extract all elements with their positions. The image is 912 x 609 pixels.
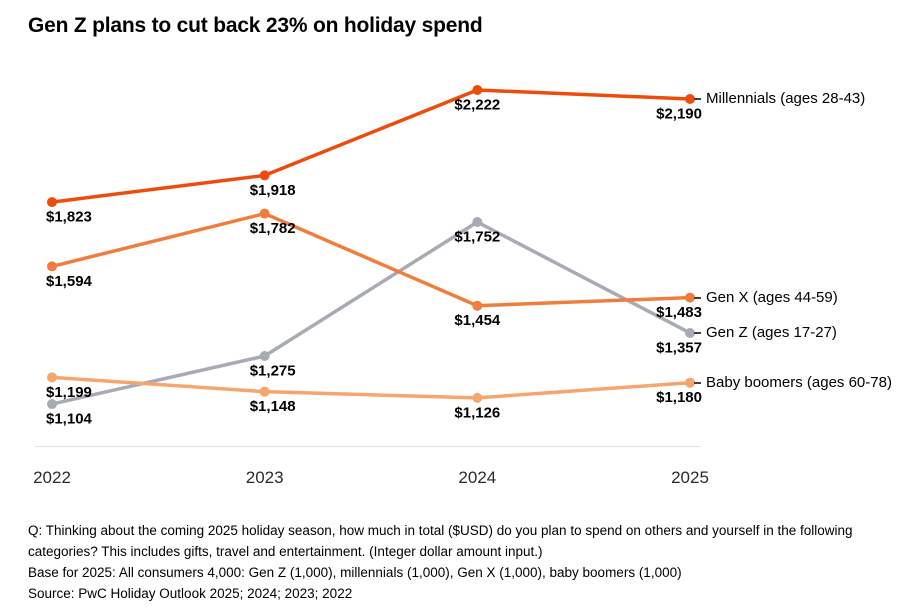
legend-label: Millennials (ages 28-43) (706, 90, 866, 108)
data-point (685, 377, 696, 388)
data-point-label: $2,190 (656, 105, 702, 122)
footnotes: Q: Thinking about the coming 2025 holida… (28, 520, 894, 604)
legend-tick-icon (694, 331, 701, 334)
x-axis-label: 2025 (671, 468, 709, 487)
legend-item-millennials: Millennials (ages 28-43) (694, 88, 865, 110)
data-point-label: $1,275 (250, 363, 296, 380)
data-point (685, 93, 696, 104)
data-point (259, 208, 270, 219)
data-point-label: $1,148 (250, 398, 296, 415)
data-point (472, 217, 483, 228)
data-point (47, 372, 57, 383)
data-point-label: $1,752 (454, 229, 500, 246)
data-point-label: $1,483 (656, 304, 702, 321)
data-point (259, 386, 270, 397)
x-axis-label: 2024 (458, 468, 497, 487)
footnote-base: Base for 2025: All consumers 4,000: Gen … (28, 565, 682, 580)
chart-data-labels: $1,104 $1,275 $1,752 $1,357 $1,199 $1,148 $1,1… (46, 97, 702, 428)
legend-label: Baby boomers (ages 60-78) (706, 374, 892, 392)
data-point-label: $1,357 (656, 339, 702, 356)
data-point (47, 261, 57, 272)
data-point-label: $2,222 (454, 97, 500, 114)
data-point-label: $1,454 (454, 312, 501, 329)
data-point (472, 85, 483, 95)
data-point-label: $1,918 (250, 182, 296, 199)
series-line (50, 211, 692, 308)
line-chart: $1,104 $1,275 $1,752 $1,357 $1,199 $1,148 $1,1… (35, 85, 702, 447)
data-point-label: $1,782 (250, 220, 296, 237)
data-point (47, 197, 57, 208)
data-point-label: $1,126 (454, 404, 500, 421)
data-point (685, 327, 696, 338)
legend-item-genz: Gen Z (ages 17-27) (694, 322, 837, 344)
data-point-label: $1,199 (46, 384, 92, 401)
footnote-source: Source: PwC Holiday Outlook 2025; 2024; … (28, 586, 353, 601)
data-point (259, 170, 270, 181)
x-axis: 2022 2023 2024 2025 (0, 468, 912, 490)
data-point (259, 351, 270, 362)
series-line (50, 220, 692, 406)
data-point (47, 399, 57, 410)
series-line (50, 88, 692, 204)
chart-series-layer (47, 85, 696, 410)
data-point-label: $1,823 (46, 209, 92, 226)
x-axis-label: 2022 (33, 468, 71, 487)
data-point-label: $1,594 (46, 273, 93, 290)
data-point (685, 292, 696, 303)
data-point (472, 300, 483, 311)
legend-item-genx: Gen X (ages 44-59) (694, 287, 838, 309)
legend-tick-icon (694, 296, 701, 299)
footnote-question: Q: Thinking about the coming 2025 holida… (28, 523, 853, 559)
series-line (50, 375, 692, 400)
data-point (472, 392, 483, 403)
chart-title: Gen Z plans to cut back 23% on holiday s… (28, 14, 483, 37)
legend-tick-icon (694, 97, 701, 100)
legend-label: Gen X (ages 44-59) (706, 289, 838, 307)
legend-label: Gen Z (ages 17-27) (706, 324, 837, 342)
data-point-label: $1,104 (46, 411, 93, 428)
data-point-label: $1,180 (656, 389, 702, 406)
legend-item-boomers: Baby boomers (ages 60-78) (694, 372, 892, 394)
legend-tick-icon (694, 381, 701, 384)
x-axis-label: 2023 (245, 468, 284, 487)
